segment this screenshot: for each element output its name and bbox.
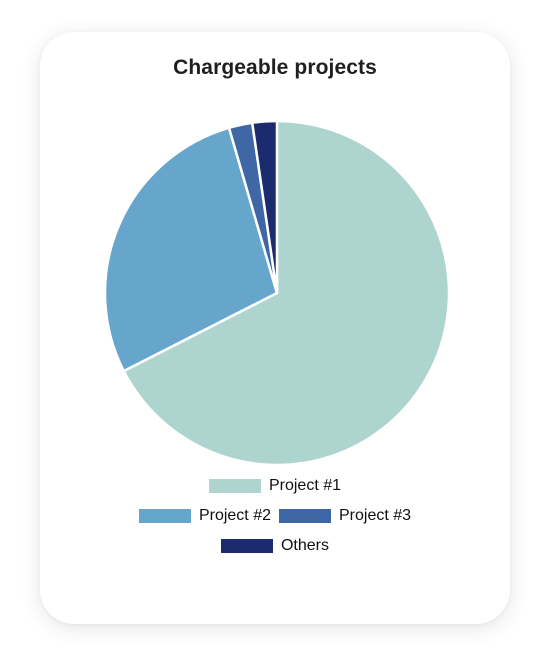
legend-row-3: Others xyxy=(40,536,510,556)
chart-card: Chargeable projects Project #1 Project #… xyxy=(40,32,510,624)
legend-label-project-1: Project #1 xyxy=(268,477,342,494)
legend-swatch-others xyxy=(220,539,273,553)
chart-legend: Project #1 Project #2 Project #3 Others xyxy=(40,476,510,566)
legend-item-others: Others xyxy=(220,537,329,555)
pie-slice-project-2 xyxy=(103,126,279,373)
legend-row-1: Project #1 xyxy=(40,476,510,496)
legend-item-project-3: Project #3 xyxy=(279,507,411,525)
pie-slice-others xyxy=(250,119,279,295)
legend-row-2: Project #2 Project #3 xyxy=(40,506,510,526)
legend-item-project-2: Project #2 xyxy=(138,507,271,525)
legend-swatch-project-1 xyxy=(208,479,261,493)
pie-slice-project-1 xyxy=(122,119,451,467)
legend-swatch-project-3 xyxy=(279,509,331,523)
pie-chart xyxy=(103,119,451,467)
legend-label-project-3: Project #3 xyxy=(339,507,412,524)
legend-swatch-project-2 xyxy=(138,509,191,523)
chart-title: Chargeable projects xyxy=(173,56,377,79)
legend-label-project-2: Project #2 xyxy=(198,507,271,524)
legend-label-others: Others xyxy=(280,537,329,554)
legend-item-project-1: Project #1 xyxy=(208,477,342,495)
